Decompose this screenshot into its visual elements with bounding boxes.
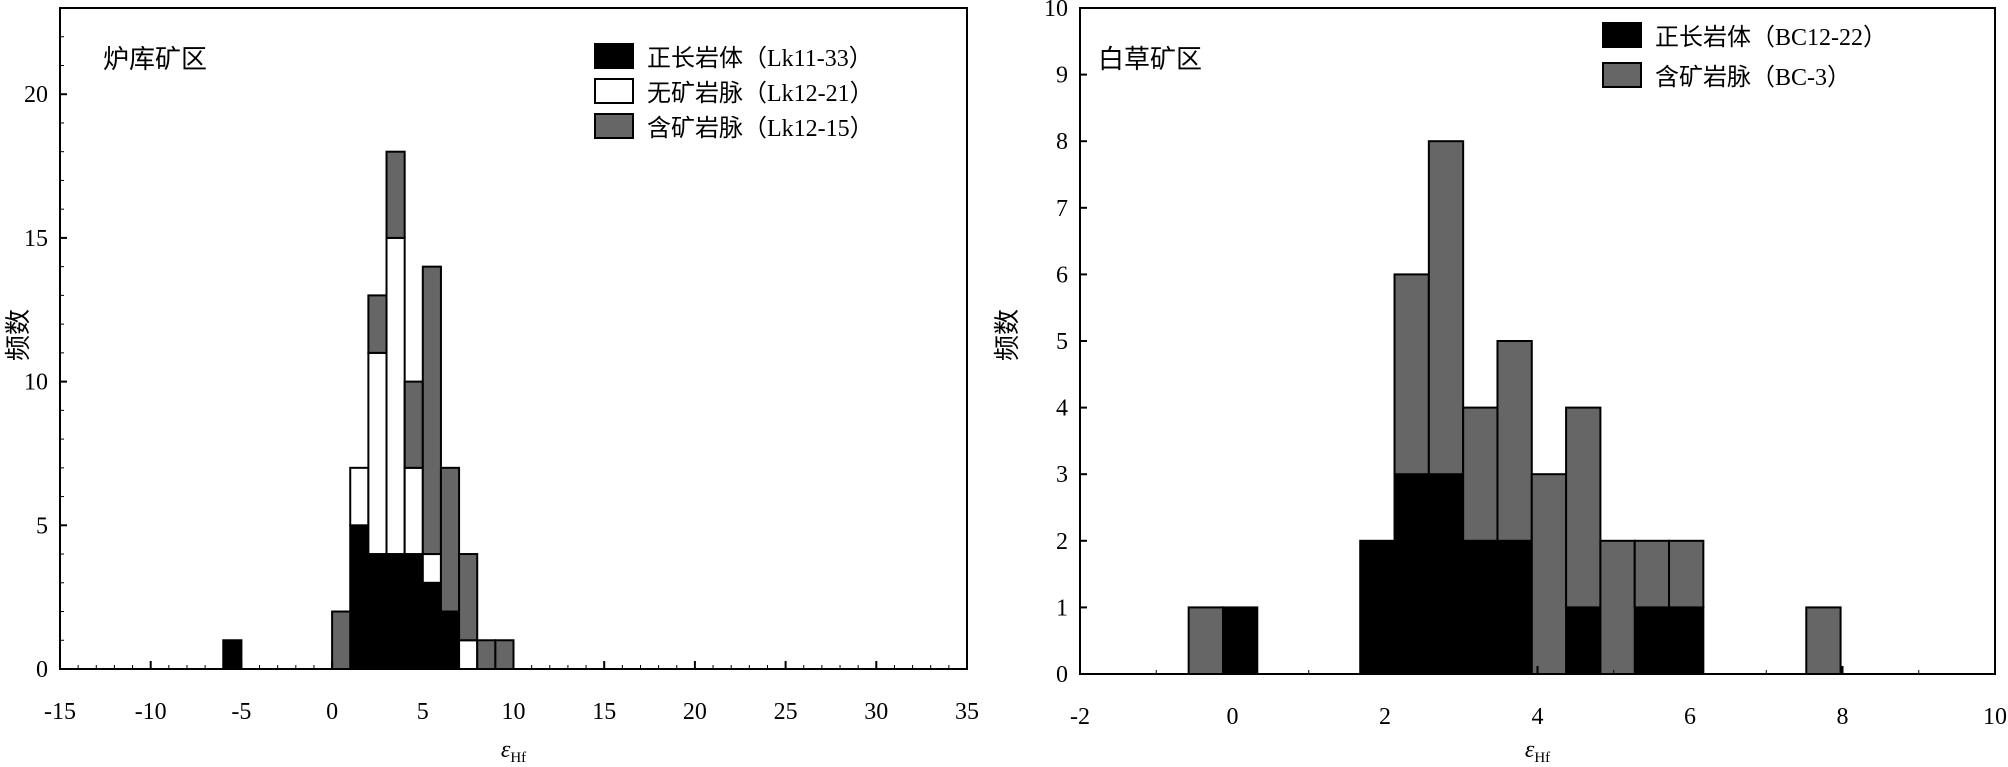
legend-swatch [1602, 62, 1642, 88]
y-tick-label: 9 [1056, 63, 1068, 89]
bar-0-s0-4 [403, 553, 424, 670]
bar-1-s0-7 [1633, 606, 1671, 676]
x-tick-label: 10 [1983, 704, 2007, 730]
bar-0-s1-4 [421, 553, 442, 584]
x-tick-label: 5 [417, 699, 429, 725]
bar-1-s0-5 [1496, 539, 1533, 675]
panel-annotation: 白草矿区 [1098, 45, 1202, 74]
bar-1-s0-4 [1462, 539, 1499, 675]
x-tick-label: 25 [774, 699, 798, 725]
panel-annotation: 炉库矿区 [103, 45, 207, 74]
bar-1-s1-4 [1496, 340, 1533, 542]
bar-0-s2-1 [367, 294, 388, 354]
legend-label: 无矿岩脉（Lk12-21） [647, 80, 874, 107]
bar-0-s0-0 [222, 639, 243, 670]
y-tick-label: 15 [24, 226, 48, 252]
y-tick-label: 5 [36, 513, 48, 539]
y-tick-label: 3 [1056, 462, 1068, 488]
legend-swatch [1602, 22, 1642, 48]
bar-1-s0-2 [1393, 473, 1430, 676]
legend-label: 正长岩体（BC12-22） [1655, 24, 1887, 51]
x-tick-label: 2 [1379, 704, 1391, 730]
y-tick-label: 0 [36, 657, 48, 683]
bar-0-s2-3 [403, 380, 424, 469]
x-tick-label: 20 [683, 699, 707, 725]
legend-swatch [594, 43, 634, 69]
legend-swatch [594, 113, 634, 139]
bar-0-s0-3 [385, 553, 406, 670]
bar-0-s0-6 [439, 610, 461, 670]
bar-0-s2-4 [421, 265, 442, 556]
y-tick-label: 7 [1056, 196, 1068, 222]
bar-1-s1-0 [1187, 606, 1224, 676]
y-axis-label: 频数 [4, 309, 33, 361]
x-tick-label: 15 [592, 699, 616, 725]
bar-0-s1-2 [385, 236, 406, 556]
x-tick-label: 4 [1532, 704, 1544, 730]
y-tick-label: 6 [1056, 262, 1068, 288]
bar-1-s0-3 [1427, 473, 1465, 676]
bar-0-s2-7 [476, 639, 497, 670]
x-tick-label: 0 [1227, 704, 1239, 730]
x-tick-label: 0 [326, 699, 338, 725]
bar-1-s0-8 [1668, 606, 1705, 676]
x-tick-label: 6 [1684, 704, 1696, 730]
x-axis-label: εHf [501, 737, 526, 766]
x-tick-label: 8 [1837, 704, 1849, 730]
bar-0-s2-0 [331, 610, 352, 670]
bar-0-s0-5 [421, 581, 442, 670]
bar-1-s0-1 [1359, 539, 1396, 675]
x-tick-label: 35 [955, 699, 979, 725]
bar-0-s2-6 [458, 553, 479, 642]
y-tick-label: 4 [1056, 396, 1068, 422]
bar-0-s1-3 [403, 466, 424, 556]
bar-1-s1-3 [1462, 406, 1499, 542]
x-tick-label: 30 [864, 699, 888, 725]
bar-0-s0-1 [349, 524, 370, 670]
bar-0-s2-2 [385, 150, 406, 239]
y-tick-label: 10 [24, 370, 48, 396]
legend-label: 正长岩体（Lk11-33） [647, 45, 873, 72]
bar-1-s1-9 [1668, 539, 1705, 609]
bar-0-s1-1 [367, 351, 388, 556]
bar-1-s1-1 [1393, 273, 1430, 476]
chart-panel-luku: 0 5 10 15 20 -15 -10 -5 0 5 10 15 20 25 30 35 εHf 频数 炉库矿区 正… [4, 7, 979, 766]
y-tick-label: 5 [1056, 329, 1068, 355]
bar-0-s1-5 [458, 639, 479, 670]
y-tick-label: 0 [1056, 662, 1068, 688]
bar-1-s1-7 [1599, 539, 1636, 675]
legend-label: 含矿岩脉（BC-3） [1655, 64, 1851, 91]
bar-0-s1-0 [349, 466, 370, 527]
bar-1-s1-2 [1427, 140, 1465, 476]
bar-1-s1-6 [1565, 406, 1602, 609]
x-tick-label: -2 [1070, 704, 1090, 730]
bar-0-s2-8 [494, 639, 515, 670]
legend-swatch [594, 78, 634, 104]
bar-1-s1-5 [1530, 473, 1568, 676]
x-tick-label: -15 [44, 699, 76, 725]
y-tick-label: 2 [1056, 529, 1068, 555]
x-tick-label: -5 [231, 699, 251, 725]
legend-label: 含矿岩脉（Lk12-15） [647, 115, 874, 142]
bar-0-s0-2 [367, 553, 388, 670]
plot-frame [59, 7, 968, 670]
y-tick-label: 20 [24, 82, 48, 108]
x-axis-label: εHf [1525, 737, 1550, 766]
bar-1-s0-0 [1221, 606, 1259, 676]
y-tick-label: 8 [1056, 129, 1068, 155]
x-tick-label: -10 [135, 699, 167, 725]
bar-0-s2-5 [439, 466, 461, 613]
bar-1-s1-10 [1805, 606, 1842, 676]
y-axis-label: 频数 [993, 309, 1022, 361]
y-tick-label: 10 [1044, 0, 1068, 22]
bar-1-s1-8 [1633, 539, 1671, 609]
x-tick-label: 10 [502, 699, 526, 725]
y-tick-label: 1 [1056, 595, 1068, 621]
bar-1-s0-6 [1565, 606, 1602, 676]
